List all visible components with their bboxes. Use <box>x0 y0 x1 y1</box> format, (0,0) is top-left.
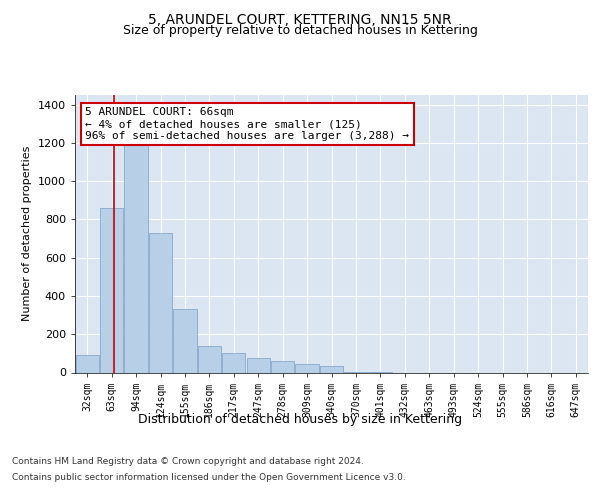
Bar <box>247 358 270 372</box>
Bar <box>149 233 172 372</box>
Text: 5 ARUNDEL COURT: 66sqm
← 4% of detached houses are smaller (125)
96% of semi-det: 5 ARUNDEL COURT: 66sqm ← 4% of detached … <box>85 108 409 140</box>
Text: Size of property relative to detached houses in Kettering: Size of property relative to detached ho… <box>122 24 478 37</box>
Text: 5, ARUNDEL COURT, KETTERING, NN15 5NR: 5, ARUNDEL COURT, KETTERING, NN15 5NR <box>148 12 452 26</box>
Bar <box>76 356 99 372</box>
Bar <box>173 310 197 372</box>
Bar <box>295 364 319 372</box>
Text: Contains public sector information licensed under the Open Government Licence v3: Contains public sector information licen… <box>12 472 406 482</box>
Y-axis label: Number of detached properties: Number of detached properties <box>22 146 32 322</box>
Bar <box>124 143 148 372</box>
Bar <box>222 354 245 372</box>
Bar <box>198 346 221 372</box>
Bar <box>320 366 343 372</box>
Bar <box>100 208 123 372</box>
Text: Contains HM Land Registry data © Crown copyright and database right 2024.: Contains HM Land Registry data © Crown c… <box>12 458 364 466</box>
Text: Distribution of detached houses by size in Kettering: Distribution of detached houses by size … <box>138 412 462 426</box>
Bar <box>271 361 294 372</box>
